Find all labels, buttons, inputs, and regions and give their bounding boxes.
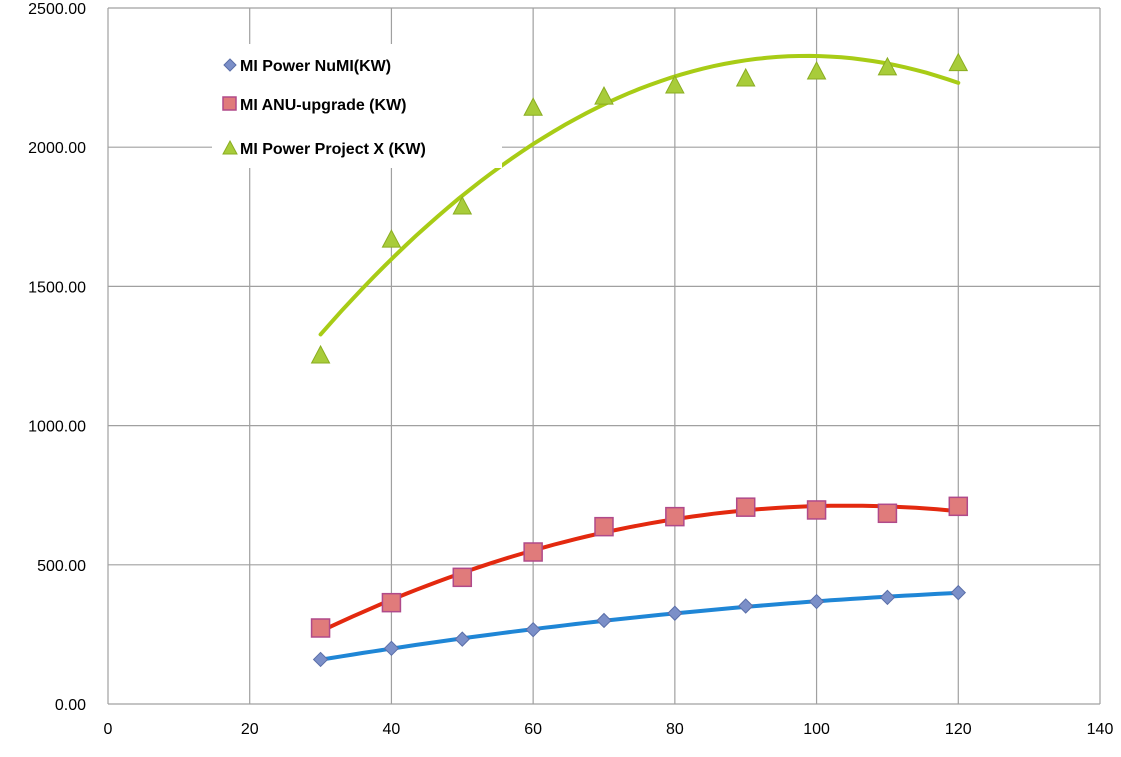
data-point-projectx [665, 74, 685, 94]
data-point-projectx [948, 52, 969, 72]
legend-square-icon [222, 96, 237, 111]
data-point-anu [665, 506, 685, 527]
x-tick-label: 100 [803, 721, 830, 738]
data-point-projectx [877, 56, 898, 76]
x-tick-label: 140 [1087, 721, 1114, 738]
x-tick-label: 60 [524, 721, 542, 738]
data-point-projectx [452, 195, 473, 215]
data-point-numi [312, 651, 329, 668]
x-tick-label: 40 [383, 721, 401, 738]
data-point-numi [950, 584, 966, 601]
legend-triangle-icon [222, 139, 238, 155]
data-point-numi [596, 612, 612, 629]
data-point-numi [525, 621, 541, 638]
y-tick-label: 1500.00 [28, 279, 86, 296]
data-point-numi [808, 593, 825, 610]
y-tick-label: 0.00 [55, 697, 86, 714]
legend: MI Power NuMI(KW) MI ANU-upgrade (KW) MI… [212, 44, 502, 168]
legend-box [212, 44, 502, 168]
data-point-projectx [735, 67, 756, 87]
data-point-anu [735, 497, 756, 517]
data-point-numi [454, 631, 470, 647]
data-point-numi [667, 605, 683, 621]
data-point-anu [452, 567, 473, 588]
data-point-anu [877, 503, 898, 524]
trendline-series-2 [318, 53, 961, 337]
axis-labels: 0 20 40 60 80 100 120 140 0.00 500.00 1000.00 1500.… [28, 1, 1113, 738]
data-point-numi [879, 589, 896, 606]
data-point-projectx [310, 344, 331, 364]
legend-diamond-icon [223, 58, 237, 72]
data-point-projectx [806, 60, 827, 80]
y-tick-label: 2500.00 [28, 1, 86, 18]
legend-item-projectx: MI Power Project X (KW) [222, 139, 426, 158]
legend-item-anu: MI ANU-upgrade (KW) [222, 96, 407, 114]
x-tick-label: 80 [666, 721, 684, 738]
legend-label-numi: MI Power NuMI(KW) [240, 58, 391, 75]
trendline-series-0 [318, 590, 961, 662]
data-point-anu [381, 592, 402, 613]
data-point-numi [383, 640, 400, 657]
data-point-anu [948, 496, 969, 517]
legend-label-anu: MI ANU-upgrade (KW) [240, 97, 407, 114]
legend-item-numi: MI Power NuMI(KW) [223, 58, 391, 75]
trendline-series-1 [318, 503, 961, 634]
markers [310, 52, 969, 668]
x-tick-label: 120 [945, 721, 972, 738]
data-point-projectx [523, 97, 543, 116]
legend-label-projectx: MI Power Project X (KW) [240, 141, 426, 158]
data-point-anu [310, 618, 331, 638]
data-point-projectx [594, 86, 614, 105]
y-tick-label: 2000.00 [28, 140, 86, 157]
data-point-anu [523, 542, 543, 562]
y-tick-label: 1000.00 [28, 419, 86, 436]
data-point-anu [806, 500, 827, 520]
y-tick-label: 500.00 [37, 558, 86, 575]
data-point-numi [738, 598, 754, 614]
x-tick-label: 0 [104, 721, 113, 738]
x-tick-label: 20 [241, 721, 259, 738]
data-point-projectx [381, 229, 402, 248]
trendlines [318, 53, 961, 662]
data-point-anu [594, 516, 614, 537]
grid [107, 7, 1101, 705]
